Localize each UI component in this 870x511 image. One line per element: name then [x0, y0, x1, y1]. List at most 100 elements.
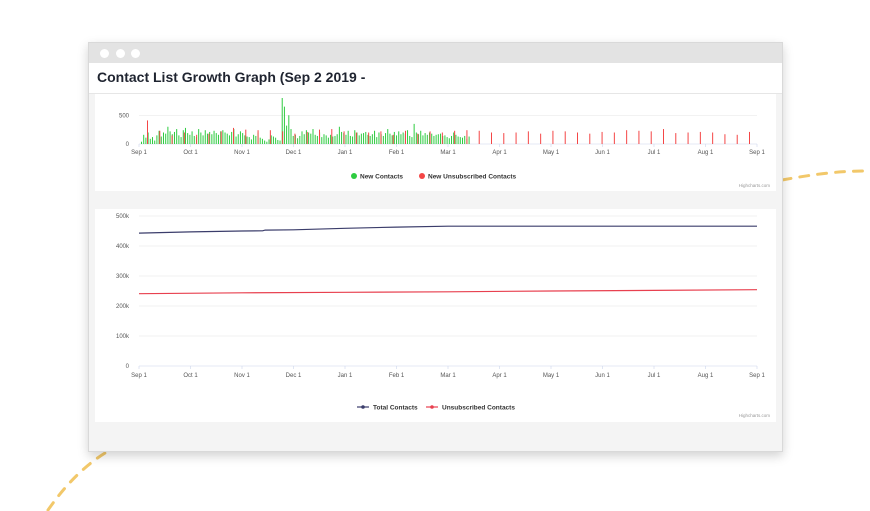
bar-new-contacts[interactable] — [191, 131, 193, 144]
bar-new-contacts[interactable] — [147, 132, 149, 145]
window-close-dot[interactable] — [100, 49, 109, 58]
highcharts-credit[interactable]: Highcharts.com — [739, 413, 771, 418]
bar-new-contacts[interactable] — [451, 135, 453, 144]
window-maximize-dot[interactable] — [131, 49, 140, 58]
bar-new-contacts[interactable] — [341, 131, 343, 144]
bar-new-contacts[interactable] — [429, 132, 431, 145]
bar-new-unsubscribed[interactable] — [183, 132, 185, 145]
bar-new-unsubscribed[interactable] — [355, 132, 357, 145]
bar-new-contacts[interactable] — [407, 130, 409, 144]
bar-new-contacts[interactable] — [167, 126, 169, 144]
bar-new-contacts[interactable] — [431, 133, 433, 144]
bar-new-contacts[interactable] — [255, 135, 257, 144]
bar-new-contacts[interactable] — [209, 131, 211, 144]
bar-new-unsubscribed[interactable] — [527, 131, 529, 144]
bar-new-contacts[interactable] — [286, 125, 288, 144]
bar-new-unsubscribed[interactable] — [749, 131, 750, 144]
bar-new-unsubscribed[interactable] — [171, 135, 173, 144]
bar-new-unsubscribed[interactable] — [638, 130, 640, 144]
bar-new-contacts[interactable] — [202, 135, 204, 144]
bar-new-unsubscribed[interactable] — [282, 131, 284, 144]
bar-new-contacts[interactable] — [297, 138, 299, 144]
bar-new-contacts[interactable] — [246, 136, 248, 144]
bar-new-unsubscribed[interactable] — [220, 131, 222, 144]
bar-new-contacts[interactable] — [402, 132, 404, 145]
bar-new-contacts[interactable] — [440, 133, 442, 144]
bar-new-unsubscribed[interactable] — [306, 131, 308, 144]
bar-new-contacts[interactable] — [376, 137, 378, 144]
bar-new-unsubscribed[interactable] — [724, 134, 726, 144]
bar-new-contacts[interactable] — [420, 130, 422, 144]
bar-new-contacts[interactable] — [253, 134, 255, 144]
bar-new-contacts[interactable] — [217, 134, 219, 144]
bar-new-contacts[interactable] — [143, 134, 145, 144]
bar-new-contacts[interactable] — [321, 137, 323, 144]
bar-new-contacts[interactable] — [184, 127, 186, 144]
bar-new-contacts[interactable] — [182, 130, 184, 144]
bar-new-contacts[interactable] — [204, 130, 206, 144]
bar-new-contacts[interactable] — [389, 133, 391, 144]
bar-new-contacts[interactable] — [261, 138, 263, 144]
bar-new-contacts[interactable] — [189, 134, 191, 144]
bar-new-contacts[interactable] — [277, 139, 279, 144]
bar-new-contacts[interactable] — [415, 132, 417, 145]
bar-new-contacts[interactable] — [354, 130, 356, 144]
bar-new-unsubscribed[interactable] — [245, 129, 247, 144]
bar-new-contacts[interactable] — [228, 135, 230, 144]
bar-new-unsubscribed[interactable] — [552, 130, 554, 144]
bar-new-contacts[interactable] — [279, 140, 281, 144]
bar-new-contacts[interactable] — [275, 137, 277, 144]
line-unsubscribed-contacts[interactable] — [138, 289, 758, 295]
bar-new-contacts[interactable] — [310, 133, 312, 144]
bar-new-contacts[interactable] — [301, 131, 303, 144]
bar-new-contacts[interactable] — [413, 123, 415, 144]
bar-new-unsubscribed[interactable] — [577, 132, 578, 145]
bar-new-unsubscribed[interactable] — [491, 132, 492, 145]
bar-new-unsubscribed[interactable] — [687, 132, 689, 145]
bar-new-contacts[interactable] — [411, 137, 413, 144]
legend-item-new-contacts[interactable]: New Contacts — [351, 173, 403, 181]
bar-new-unsubscribed[interactable] — [540, 133, 542, 144]
bar-new-unsubscribed[interactable] — [208, 133, 210, 144]
bar-new-unsubscribed[interactable] — [736, 134, 738, 144]
bar-new-contacts[interactable] — [349, 135, 351, 144]
bar-new-contacts[interactable] — [367, 134, 369, 144]
bar-new-contacts[interactable] — [149, 138, 151, 144]
line-total-contacts[interactable] — [138, 225, 757, 234]
bar-new-contacts[interactable] — [266, 141, 268, 144]
bar-new-contacts[interactable] — [435, 134, 437, 144]
bar-new-contacts[interactable] — [162, 132, 164, 145]
bar-new-unsubscribed[interactable] — [343, 131, 345, 144]
bar-new-contacts[interactable] — [239, 131, 241, 144]
bar-new-contacts[interactable] — [270, 135, 272, 144]
bar-new-contacts[interactable] — [154, 140, 156, 144]
bar-new-contacts[interactable] — [237, 134, 239, 144]
bar-new-unsubscribed[interactable] — [331, 129, 333, 144]
bar-new-contacts[interactable] — [365, 131, 367, 144]
bar-new-contacts[interactable] — [418, 134, 420, 144]
bar-new-unsubscribed[interactable] — [147, 120, 148, 144]
bar-new-contacts[interactable] — [308, 132, 310, 145]
bar-new-unsubscribed[interactable] — [699, 131, 701, 144]
bar-new-contacts[interactable] — [231, 131, 233, 144]
bar-new-contacts[interactable] — [169, 131, 171, 144]
bar-new-contacts[interactable] — [268, 139, 270, 144]
bar-new-contacts[interactable] — [264, 140, 266, 144]
bar-new-contacts[interactable] — [352, 136, 354, 144]
bar-new-contacts[interactable] — [281, 98, 283, 144]
bar-new-contacts[interactable] — [446, 137, 448, 144]
bar-new-contacts[interactable] — [448, 138, 450, 144]
bar-new-contacts[interactable] — [385, 133, 387, 144]
bar-new-contacts[interactable] — [316, 135, 318, 144]
bar-new-unsubscribed[interactable] — [663, 129, 664, 144]
bar-new-contacts[interactable] — [220, 131, 222, 144]
bar-new-contacts[interactable] — [141, 141, 142, 144]
bar-new-contacts[interactable] — [200, 132, 202, 145]
bar-new-contacts[interactable] — [292, 135, 294, 144]
bar-new-unsubscribed[interactable] — [564, 131, 566, 144]
bar-new-unsubscribed[interactable] — [196, 134, 198, 144]
legend-item-unsubscribed-contacts[interactable]: Unsubscribed Contacts — [426, 405, 515, 412]
bar-new-contacts[interactable] — [382, 135, 384, 144]
bar-new-contacts[interactable] — [356, 132, 358, 145]
highcharts-credit[interactable]: Highcharts.com — [739, 183, 771, 188]
